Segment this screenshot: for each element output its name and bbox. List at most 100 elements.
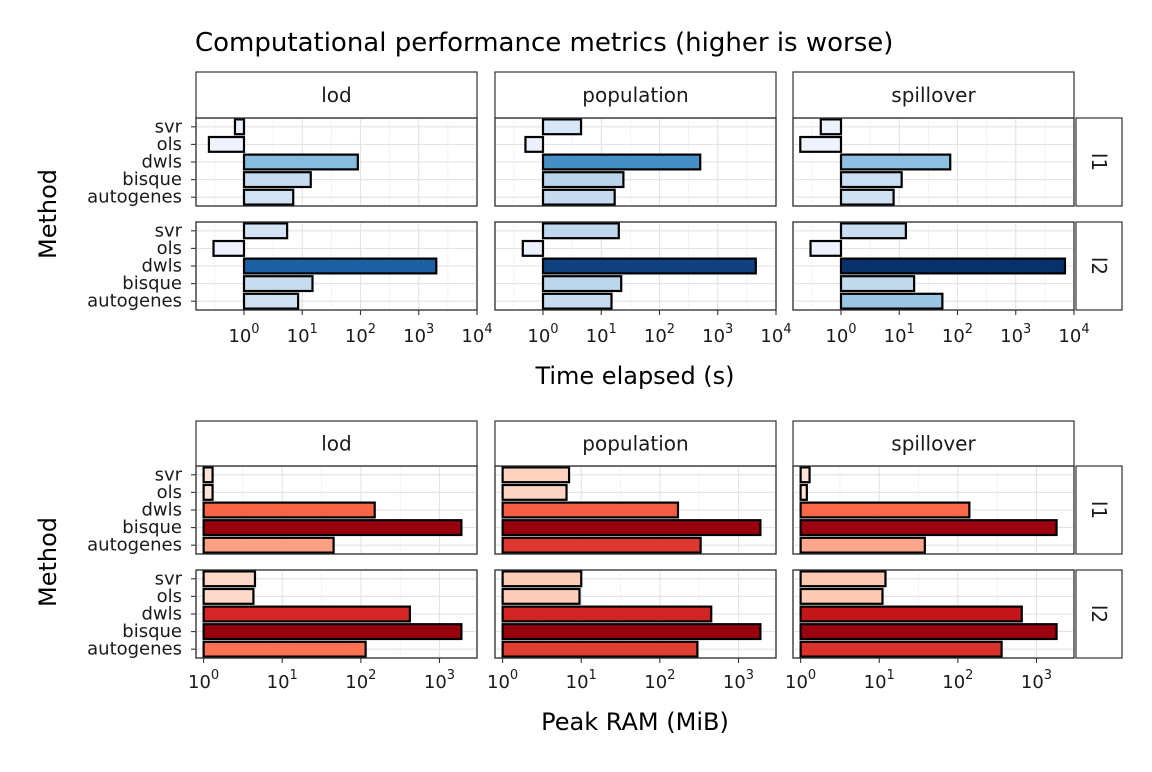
method-label: autogenes	[87, 291, 182, 312]
method-label: ols	[157, 586, 182, 607]
facet-strip	[494, 71, 777, 119]
bar-bisque	[501, 623, 762, 641]
x-tick-label: 102	[644, 322, 675, 347]
bar-dwls	[242, 257, 438, 275]
bar-bisque	[541, 275, 623, 293]
x-tick-label: 100	[825, 322, 856, 347]
bar-dwls	[202, 501, 376, 519]
bar-autogenes	[242, 188, 295, 206]
method-label: dwls	[141, 500, 182, 521]
bar-dwls	[501, 501, 680, 519]
bar-dwls	[541, 257, 757, 275]
x-tick-label: 100	[487, 668, 518, 693]
facet-strip	[195, 71, 478, 119]
bar-bisque	[839, 171, 903, 189]
panel-border	[195, 221, 478, 311]
method-label: bisque	[122, 517, 182, 538]
x-tick-label: 103	[424, 668, 455, 693]
bar-dwls	[839, 257, 1067, 275]
x-tick-label: 101	[864, 668, 895, 693]
method-label: bisque	[122, 273, 182, 294]
bar-autogenes	[501, 640, 699, 658]
method-label: ols	[157, 134, 182, 155]
x-tick-label: 104	[1058, 322, 1089, 347]
bar-dwls	[202, 605, 411, 623]
row-facet-strip-label: l2	[1087, 257, 1111, 275]
panel-border	[494, 221, 777, 311]
bar-svr	[799, 570, 887, 588]
row-facet-strip	[1075, 569, 1123, 659]
x-tick-label: 103	[723, 668, 754, 693]
bar-autogenes	[541, 188, 616, 206]
facet-strip-label: population	[582, 83, 688, 107]
x-tick-label: 103	[1000, 322, 1031, 347]
bar-svr	[202, 570, 257, 588]
bar-ols	[207, 135, 246, 153]
panel-border	[792, 221, 1075, 311]
x-tick-label: 101	[287, 322, 318, 347]
bar-bisque	[541, 171, 625, 189]
bar-svr	[501, 570, 583, 588]
row-facet-strip-label: l1	[1087, 501, 1111, 519]
bar-svr	[501, 466, 571, 484]
bar-svr	[541, 222, 620, 240]
x-tick-label: 102	[942, 668, 973, 693]
x-tick-label: 100	[527, 322, 558, 347]
bar-ols	[799, 483, 808, 501]
bar-ols	[799, 587, 884, 605]
row-facet-strip-label: l1	[1087, 153, 1111, 171]
bar-ols	[809, 239, 843, 257]
bar-bisque	[501, 519, 762, 537]
bar-dwls	[839, 153, 952, 171]
facet-strip	[792, 420, 1075, 467]
row-facet-strip	[1075, 465, 1123, 555]
bar-autogenes	[202, 536, 335, 554]
bar-bisque	[242, 275, 314, 293]
panel-border	[494, 465, 777, 555]
facet-strip-label: lod	[321, 83, 352, 107]
x-axis-title: Peak RAM (MiB)	[541, 708, 729, 736]
bar-ols	[212, 239, 246, 257]
bar-autogenes	[799, 640, 1003, 658]
panel-border	[494, 569, 777, 659]
bar-ols	[202, 587, 255, 605]
bar-autogenes	[501, 536, 702, 554]
method-label: bisque	[122, 169, 182, 190]
panel-border	[792, 117, 1075, 207]
bar-bisque	[242, 171, 312, 189]
bar-svr	[541, 118, 583, 136]
x-tick-label: 101	[884, 322, 915, 347]
x-tick-label: 102	[345, 668, 376, 693]
bar-autogenes	[541, 292, 613, 310]
bar-dwls	[799, 605, 1023, 623]
method-label: svr	[155, 116, 183, 137]
method-label: autogenes	[87, 535, 182, 556]
bar-dwls	[242, 153, 359, 171]
bar-dwls	[501, 605, 713, 623]
x-tick-label: 101	[586, 322, 617, 347]
method-label: svr	[155, 220, 183, 241]
chart-title: Computational performance metrics (highe…	[195, 28, 893, 58]
x-tick-label: 103	[1021, 668, 1052, 693]
bar-autogenes	[202, 640, 367, 658]
facet-strip	[792, 71, 1075, 119]
bar-dwls	[799, 501, 971, 519]
bar-svr	[799, 466, 811, 484]
facet-strip-label: population	[582, 432, 688, 456]
method-label: svr	[155, 464, 183, 485]
x-tick-label: 103	[702, 322, 733, 347]
method-label: ols	[157, 238, 182, 259]
method-label: ols	[157, 482, 182, 503]
bar-autogenes	[839, 188, 895, 206]
bar-svr	[242, 222, 289, 240]
method-label: dwls	[141, 256, 182, 277]
bar-autogenes	[839, 292, 944, 310]
method-label: dwls	[141, 152, 182, 173]
x-tick-label: 104	[461, 322, 492, 347]
x-tick-label: 100	[228, 322, 259, 347]
y-axis-title: Method	[34, 169, 62, 259]
x-tick-label: 101	[267, 668, 298, 693]
bar-autogenes	[242, 292, 300, 310]
x-tick-label: 101	[566, 668, 597, 693]
